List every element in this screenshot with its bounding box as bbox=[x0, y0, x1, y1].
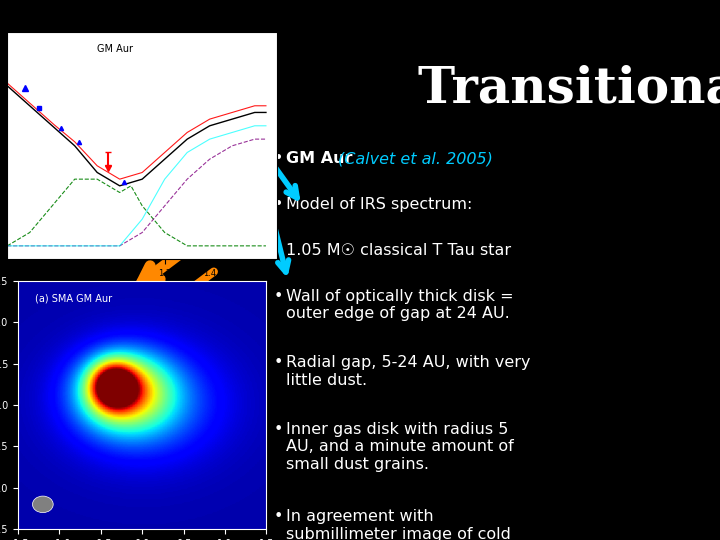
Text: Model of IRS spectrum:: Model of IRS spectrum: bbox=[286, 197, 472, 212]
Text: Inner gas disk with radius 5
AU, and a minute amount of
small dust grains.: Inner gas disk with radius 5 AU, and a m… bbox=[286, 422, 513, 472]
Text: •: • bbox=[274, 422, 283, 437]
Text: •: • bbox=[274, 243, 283, 258]
Text: (Wilner et al.
2007).: (Wilner et al. 2007). bbox=[366, 539, 469, 540]
Text: 1.05 M☉ classical T Tau star: 1.05 M☉ classical T Tau star bbox=[286, 243, 511, 258]
Text: Transitional disks: Transitional disks bbox=[418, 65, 720, 114]
Text: •: • bbox=[274, 289, 283, 304]
Text: (a) SMA GM Aur: (a) SMA GM Aur bbox=[35, 294, 112, 303]
Text: Wall of optically thick disk =
outer edge of gap at 24 AU.: Wall of optically thick disk = outer edg… bbox=[286, 289, 513, 321]
Text: •: • bbox=[274, 509, 283, 524]
Ellipse shape bbox=[32, 496, 53, 512]
Text: •: • bbox=[274, 151, 283, 166]
Text: (Calvet et al. 2005): (Calvet et al. 2005) bbox=[338, 151, 492, 166]
Text: •: • bbox=[274, 355, 283, 370]
Text: •: • bbox=[274, 197, 283, 212]
X-axis label: log $\lambda$($\mu$m): log $\lambda$($\mu$m) bbox=[118, 284, 166, 298]
Text: Radial gap, 5-24 AU, with very
little dust.: Radial gap, 5-24 AU, with very little du… bbox=[286, 355, 531, 388]
Text: GM Aur: GM Aur bbox=[286, 151, 358, 166]
Text: GM Aur: GM Aur bbox=[97, 44, 133, 55]
Text: In agreement with
submillimeter image of cold
dust in the disk: In agreement with submillimeter image of… bbox=[286, 509, 510, 540]
